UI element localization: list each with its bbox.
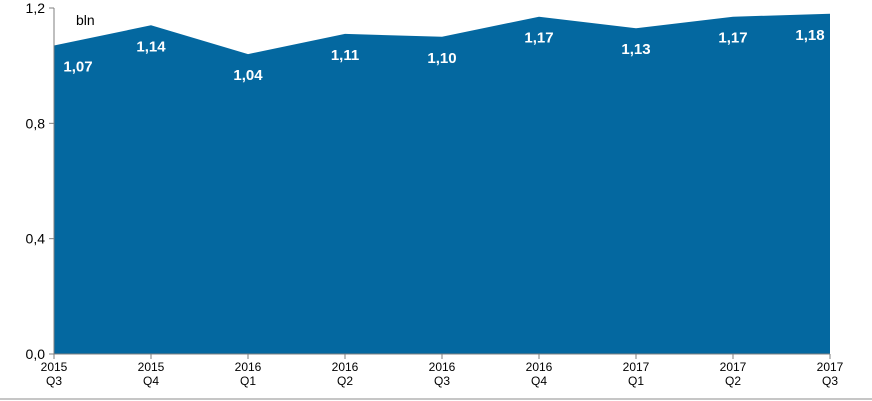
data-label: 1,17	[524, 30, 553, 47]
y-tick-label: 0,8	[26, 115, 46, 131]
area-fill	[54, 13, 830, 355]
x-tick-label: 2016 Q2	[332, 360, 359, 388]
x-ticks: 2015 Q3 2015 Q4 2016 Q1 2016 Q2 2016 Q3 2016 Q4 2017…	[41, 354, 844, 388]
x-tick-label: 2016 Q4	[526, 360, 553, 388]
x-tick-label: 2017 Q1	[623, 360, 650, 388]
data-label: 1,07	[63, 58, 92, 75]
y-ticks: 0,0 0,4 0,8 1,2	[26, 0, 54, 362]
x-tick-label: 2015 Q3	[41, 360, 68, 388]
x-tick-label: 2016 Q1	[235, 360, 262, 388]
data-labels: 1,07 1,14 1,04 1,11 1,10 1,17 1,13 1,17 1,18	[63, 27, 824, 84]
data-label: 1,14	[136, 38, 166, 55]
data-label: 1,13	[621, 41, 650, 58]
x-tick-label: 2016 Q3	[429, 360, 456, 388]
x-tick-label: 2017 Q3	[817, 360, 844, 388]
x-tick-label: 2017 Q2	[720, 360, 747, 388]
data-label: 1,17	[718, 30, 747, 47]
x-tick-label: 2015 Q4	[138, 360, 165, 388]
data-label: 1,10	[427, 50, 456, 67]
data-label: 1,11	[331, 47, 359, 64]
data-label: 1,18	[795, 27, 824, 44]
data-label: 1,04	[233, 67, 263, 84]
y-tick-label: 1,2	[26, 0, 46, 16]
unit-label: bln	[76, 12, 95, 28]
y-tick-label: 0,0	[26, 346, 46, 362]
y-tick-label: 0,4	[26, 231, 46, 247]
